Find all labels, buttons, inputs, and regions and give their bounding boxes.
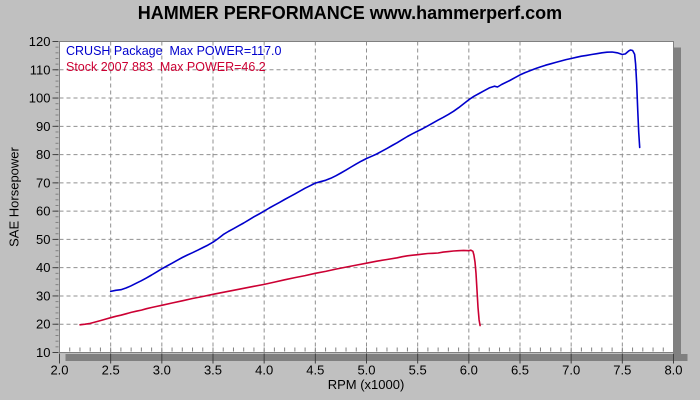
svg-text:7.0: 7.0 xyxy=(562,363,580,378)
svg-text:3.0: 3.0 xyxy=(153,363,171,378)
gridlines xyxy=(59,41,674,353)
series-stock-883-curve xyxy=(79,249,481,327)
x-major-ticks xyxy=(59,353,674,364)
svg-text:40: 40 xyxy=(36,260,50,275)
svg-text:4.5: 4.5 xyxy=(306,363,324,378)
svg-text:7.5: 7.5 xyxy=(613,363,631,378)
svg-text:120: 120 xyxy=(29,34,51,49)
svg-text:2.5: 2.5 xyxy=(102,363,120,378)
svg-text:8.0: 8.0 xyxy=(664,363,682,378)
series-crush-package-curve xyxy=(109,49,641,293)
svg-text:90: 90 xyxy=(36,119,50,134)
svg-text:80: 80 xyxy=(36,147,50,162)
legend-crush-package: CRUSH Package Max POWER=117.0 xyxy=(66,44,282,58)
plot-shadow xyxy=(65,47,688,361)
x-minor-ticks xyxy=(59,347,674,352)
svg-text:50: 50 xyxy=(36,232,50,247)
plot-border xyxy=(59,41,674,353)
svg-text:60: 60 xyxy=(36,204,50,219)
x-axis-title: RPM (x1000) xyxy=(327,377,405,392)
svg-text:10: 10 xyxy=(36,345,50,360)
svg-text:3.5: 3.5 xyxy=(204,363,222,378)
y-major-ticks xyxy=(52,41,59,353)
svg-text:70: 70 xyxy=(36,175,50,190)
y-minor-ticks xyxy=(55,41,59,353)
y-axis-title: SAE Horsepower xyxy=(6,147,22,247)
svg-text:5.5: 5.5 xyxy=(409,363,427,378)
x-tick-labels: 2.0 2.5 3.0 3.5 4.0 4.5 5.0 5.5 6.0 6.5 7.0 7.5 8.0 xyxy=(50,363,682,378)
y-tick-labels: 10 20 30 40 50 60 70 80 90 100 110 120 xyxy=(29,34,51,360)
svg-text:20: 20 xyxy=(36,317,50,332)
svg-text:6.0: 6.0 xyxy=(460,363,478,378)
legend-stock-883: Stock 2007 883 Max POWER=46.2 xyxy=(66,60,266,74)
svg-text:100: 100 xyxy=(29,91,51,106)
svg-text:5.0: 5.0 xyxy=(357,363,375,378)
svg-text:2.0: 2.0 xyxy=(50,363,68,378)
svg-text:30: 30 xyxy=(36,288,50,303)
chart-title: HAMMER PERFORMANCE www.hammerperf.com xyxy=(137,3,563,23)
svg-text:6.5: 6.5 xyxy=(511,363,529,378)
svg-text:110: 110 xyxy=(30,62,51,77)
svg-text:4.0: 4.0 xyxy=(255,363,273,378)
